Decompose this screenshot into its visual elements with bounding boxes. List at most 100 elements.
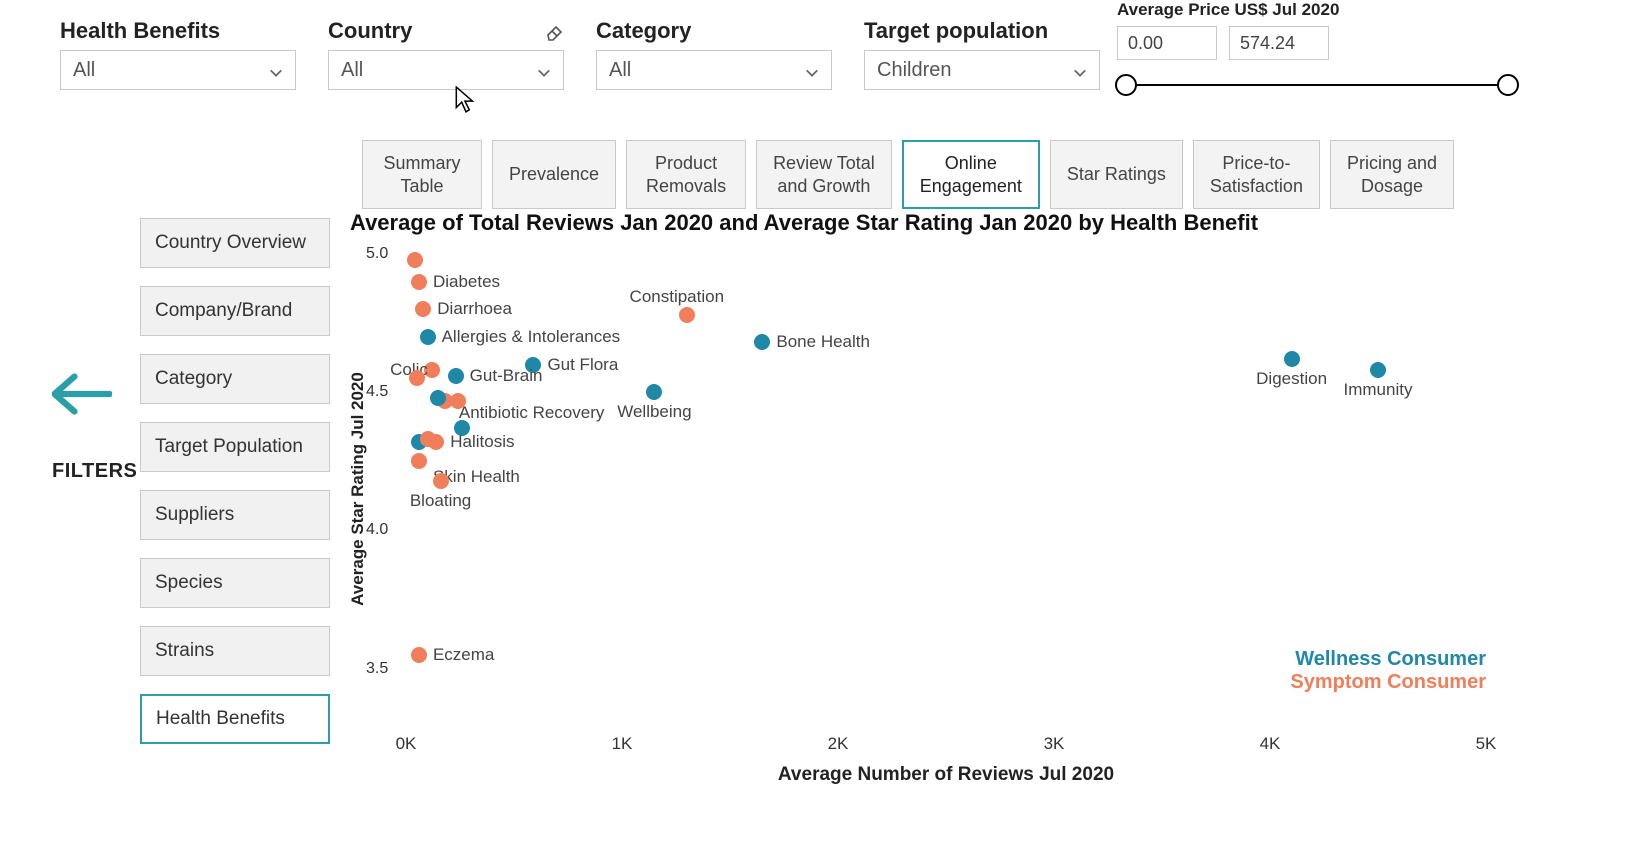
price-min-value: 0.00 (1128, 33, 1163, 54)
x-tick: 2K (828, 734, 849, 754)
sidebar-item-category[interactable]: Category (140, 354, 330, 404)
sidebar: Country Overview Company/Brand Category Tar… (140, 218, 330, 744)
sidebar-item-suppliers[interactable]: Suppliers (140, 490, 330, 540)
data-point-label: Allergies & Intolerances (442, 327, 621, 347)
price-slider-line (1127, 84, 1507, 86)
y-tick: 5.0 (366, 245, 388, 263)
slicer-value: All (73, 59, 95, 82)
slicer-value: All (341, 59, 363, 82)
chart-title: Average of Total Reviews Jan 2020 and Av… (350, 210, 1510, 236)
scatter-plot[interactable]: Average Star Rating Jul 2020 Average Num… (406, 254, 1486, 724)
data-point-label: Antibiotic Recovery (459, 403, 605, 423)
slicer-label-text: Country (328, 18, 412, 44)
data-point[interactable] (679, 307, 695, 323)
data-point[interactable] (415, 301, 431, 317)
slicer-target_pop: Target population Children (864, 0, 1100, 90)
data-point[interactable] (1370, 362, 1386, 378)
slicer-label-health_benefits: Health Benefits (60, 0, 296, 44)
tab-summary-table[interactable]: Summary Table (362, 140, 482, 209)
x-tick: 4K (1260, 734, 1281, 754)
price-slider-handle-max[interactable] (1497, 74, 1519, 96)
data-point[interactable] (646, 384, 662, 400)
slicer-category: Category All (596, 0, 832, 90)
back-arrow-icon[interactable] (52, 370, 112, 423)
sidebar-item-strains[interactable]: Strains (140, 626, 330, 676)
data-point[interactable] (433, 473, 449, 489)
x-axis-label: Average Number of Reviews Jul 2020 (778, 764, 1114, 786)
data-point[interactable] (754, 334, 770, 350)
data-point[interactable] (448, 368, 464, 384)
price-max-input[interactable]: 574.24 (1229, 26, 1329, 60)
data-point[interactable] (1284, 351, 1300, 367)
slicer-dropdown-category[interactable]: All (596, 50, 832, 90)
x-tick: 1K (612, 734, 633, 754)
slicer-health_benefits: Health Benefits All (60, 0, 296, 90)
slicer-value: All (609, 59, 631, 82)
slicer-label-category: Category (596, 0, 832, 44)
x-tick: 0K (396, 734, 417, 754)
chevron-down-icon (269, 63, 283, 77)
slicer-label-target_pop: Target population (864, 0, 1100, 44)
y-tick: 4.5 (366, 383, 388, 401)
price-slider-handle-min[interactable] (1115, 74, 1137, 96)
data-point-label: Halitosis (450, 432, 514, 452)
sidebar-item-species[interactable]: Species (140, 558, 330, 608)
chart-area: Average of Total Reviews Jan 2020 and Av… (350, 210, 1510, 790)
price-slider-title: Average Price US$ Jul 2020 (1117, 0, 1517, 20)
y-tick: 3.5 (366, 660, 388, 678)
eraser-icon[interactable] (544, 21, 564, 41)
data-point-label: Diabetes (433, 272, 500, 292)
data-point[interactable] (420, 329, 436, 345)
x-tick: 5K (1476, 734, 1497, 754)
data-point[interactable] (411, 453, 427, 469)
data-point[interactable] (409, 370, 425, 386)
sidebar-item-country-overview[interactable]: Country Overview (140, 218, 330, 268)
tab-online-engagement[interactable]: Online Engagement (902, 140, 1040, 209)
tab-review-total-and-growth[interactable]: Review Total and Growth (756, 140, 892, 209)
price-max-value: 574.24 (1240, 33, 1295, 54)
data-point[interactable] (430, 390, 446, 406)
tab-star-ratings[interactable]: Star Ratings (1050, 140, 1183, 209)
slicer-dropdown-health_benefits[interactable]: All (60, 50, 296, 90)
slicer-label-text: Category (596, 18, 691, 44)
data-point[interactable] (407, 252, 423, 268)
filters-heading: FILTERS (52, 460, 137, 483)
price-slider-track[interactable] (1117, 70, 1517, 100)
price-inputs: 0.00 574.24 (1117, 26, 1517, 60)
sidebar-item-health-benefits[interactable]: Health Benefits (140, 694, 330, 744)
sidebar-item-company-brand[interactable]: Company/Brand (140, 286, 330, 336)
slicer-label-text: Health Benefits (60, 18, 220, 44)
slicer-dropdown-target_pop[interactable]: Children (864, 50, 1100, 90)
data-point-label: Constipation (630, 287, 725, 307)
data-point[interactable] (411, 647, 427, 663)
tab-strip: Summary TablePrevalenceProduct RemovalsR… (362, 140, 1454, 209)
chart-legend: Wellness ConsumerSymptom Consumer (1290, 648, 1486, 694)
slicer-label-country: Country (328, 0, 564, 44)
legend-item: Wellness Consumer (1290, 648, 1486, 671)
slicer-dropdown-country[interactable]: All (328, 50, 564, 90)
data-point-label: Gut-Brain (470, 366, 543, 386)
tab-product-removals[interactable]: Product Removals (626, 140, 746, 209)
chevron-down-icon (1073, 63, 1087, 77)
data-point-label: Wellbeing (617, 402, 691, 422)
data-point[interactable] (450, 393, 466, 409)
tab-prevalence[interactable]: Prevalence (492, 140, 616, 209)
tab-price-to-satisfaction[interactable]: Price-to- Satisfaction (1193, 140, 1320, 209)
price-min-input[interactable]: 0.00 (1117, 26, 1217, 60)
data-point[interactable] (420, 431, 436, 447)
data-point-label: Gut Flora (547, 355, 618, 375)
chevron-down-icon (537, 63, 551, 77)
data-point-label: Bone Health (776, 332, 870, 352)
sidebar-item-target-population[interactable]: Target Population (140, 422, 330, 472)
slicer-value: Children (877, 59, 951, 82)
data-point-label: Eczema (433, 645, 494, 665)
x-tick: 3K (1044, 734, 1065, 754)
data-point[interactable] (411, 274, 427, 290)
price-slider-block: Average Price US$ Jul 2020 0.00 574.24 (1117, 0, 1517, 100)
data-point-label: Digestion (1256, 369, 1327, 389)
tab-pricing-and-dosage[interactable]: Pricing and Dosage (1330, 140, 1454, 209)
chevron-down-icon (805, 63, 819, 77)
y-tick: 4.0 (366, 521, 388, 539)
data-point-label: Bloating (410, 491, 471, 511)
y-axis-label: Average Star Rating Jul 2020 (348, 372, 368, 606)
